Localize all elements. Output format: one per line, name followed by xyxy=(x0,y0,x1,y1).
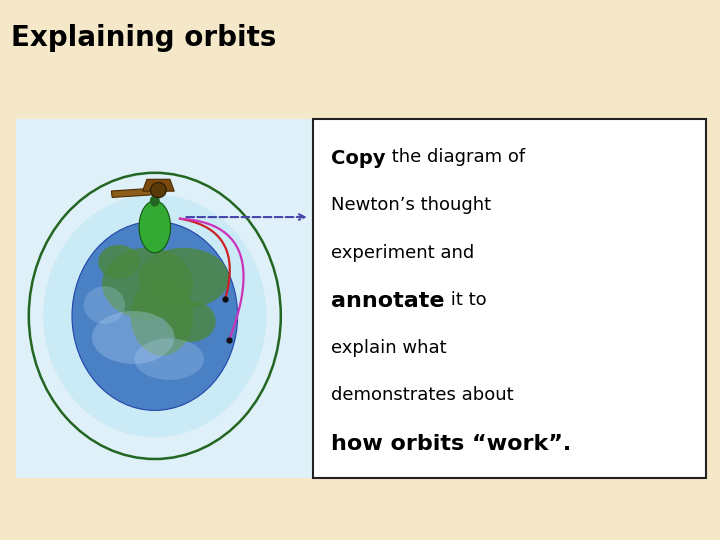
Text: the diagram of: the diagram of xyxy=(386,148,525,166)
FancyBboxPatch shape xyxy=(16,119,315,478)
FancyBboxPatch shape xyxy=(313,119,706,478)
Ellipse shape xyxy=(130,276,194,355)
Ellipse shape xyxy=(139,201,171,253)
Text: demonstrates about: demonstrates about xyxy=(331,386,514,404)
Ellipse shape xyxy=(91,311,174,364)
Text: Copy: Copy xyxy=(331,148,386,167)
Ellipse shape xyxy=(84,286,125,324)
Text: it to: it to xyxy=(445,291,486,309)
Ellipse shape xyxy=(138,248,229,308)
Text: how orbits “work”.: how orbits “work”. xyxy=(331,434,572,454)
Text: Newton’s thought: Newton’s thought xyxy=(331,196,491,214)
Ellipse shape xyxy=(43,194,266,437)
Ellipse shape xyxy=(150,183,166,198)
Ellipse shape xyxy=(72,221,238,410)
Polygon shape xyxy=(143,179,174,191)
Text: experiment and: experiment and xyxy=(331,244,474,261)
Text: Explaining orbits: Explaining orbits xyxy=(11,24,276,52)
Ellipse shape xyxy=(150,195,160,206)
Text: explain what: explain what xyxy=(331,339,447,356)
Ellipse shape xyxy=(135,338,204,380)
Ellipse shape xyxy=(102,247,193,319)
Text: annotate: annotate xyxy=(331,291,445,311)
Ellipse shape xyxy=(98,245,140,279)
Polygon shape xyxy=(112,188,159,198)
Ellipse shape xyxy=(166,300,216,342)
